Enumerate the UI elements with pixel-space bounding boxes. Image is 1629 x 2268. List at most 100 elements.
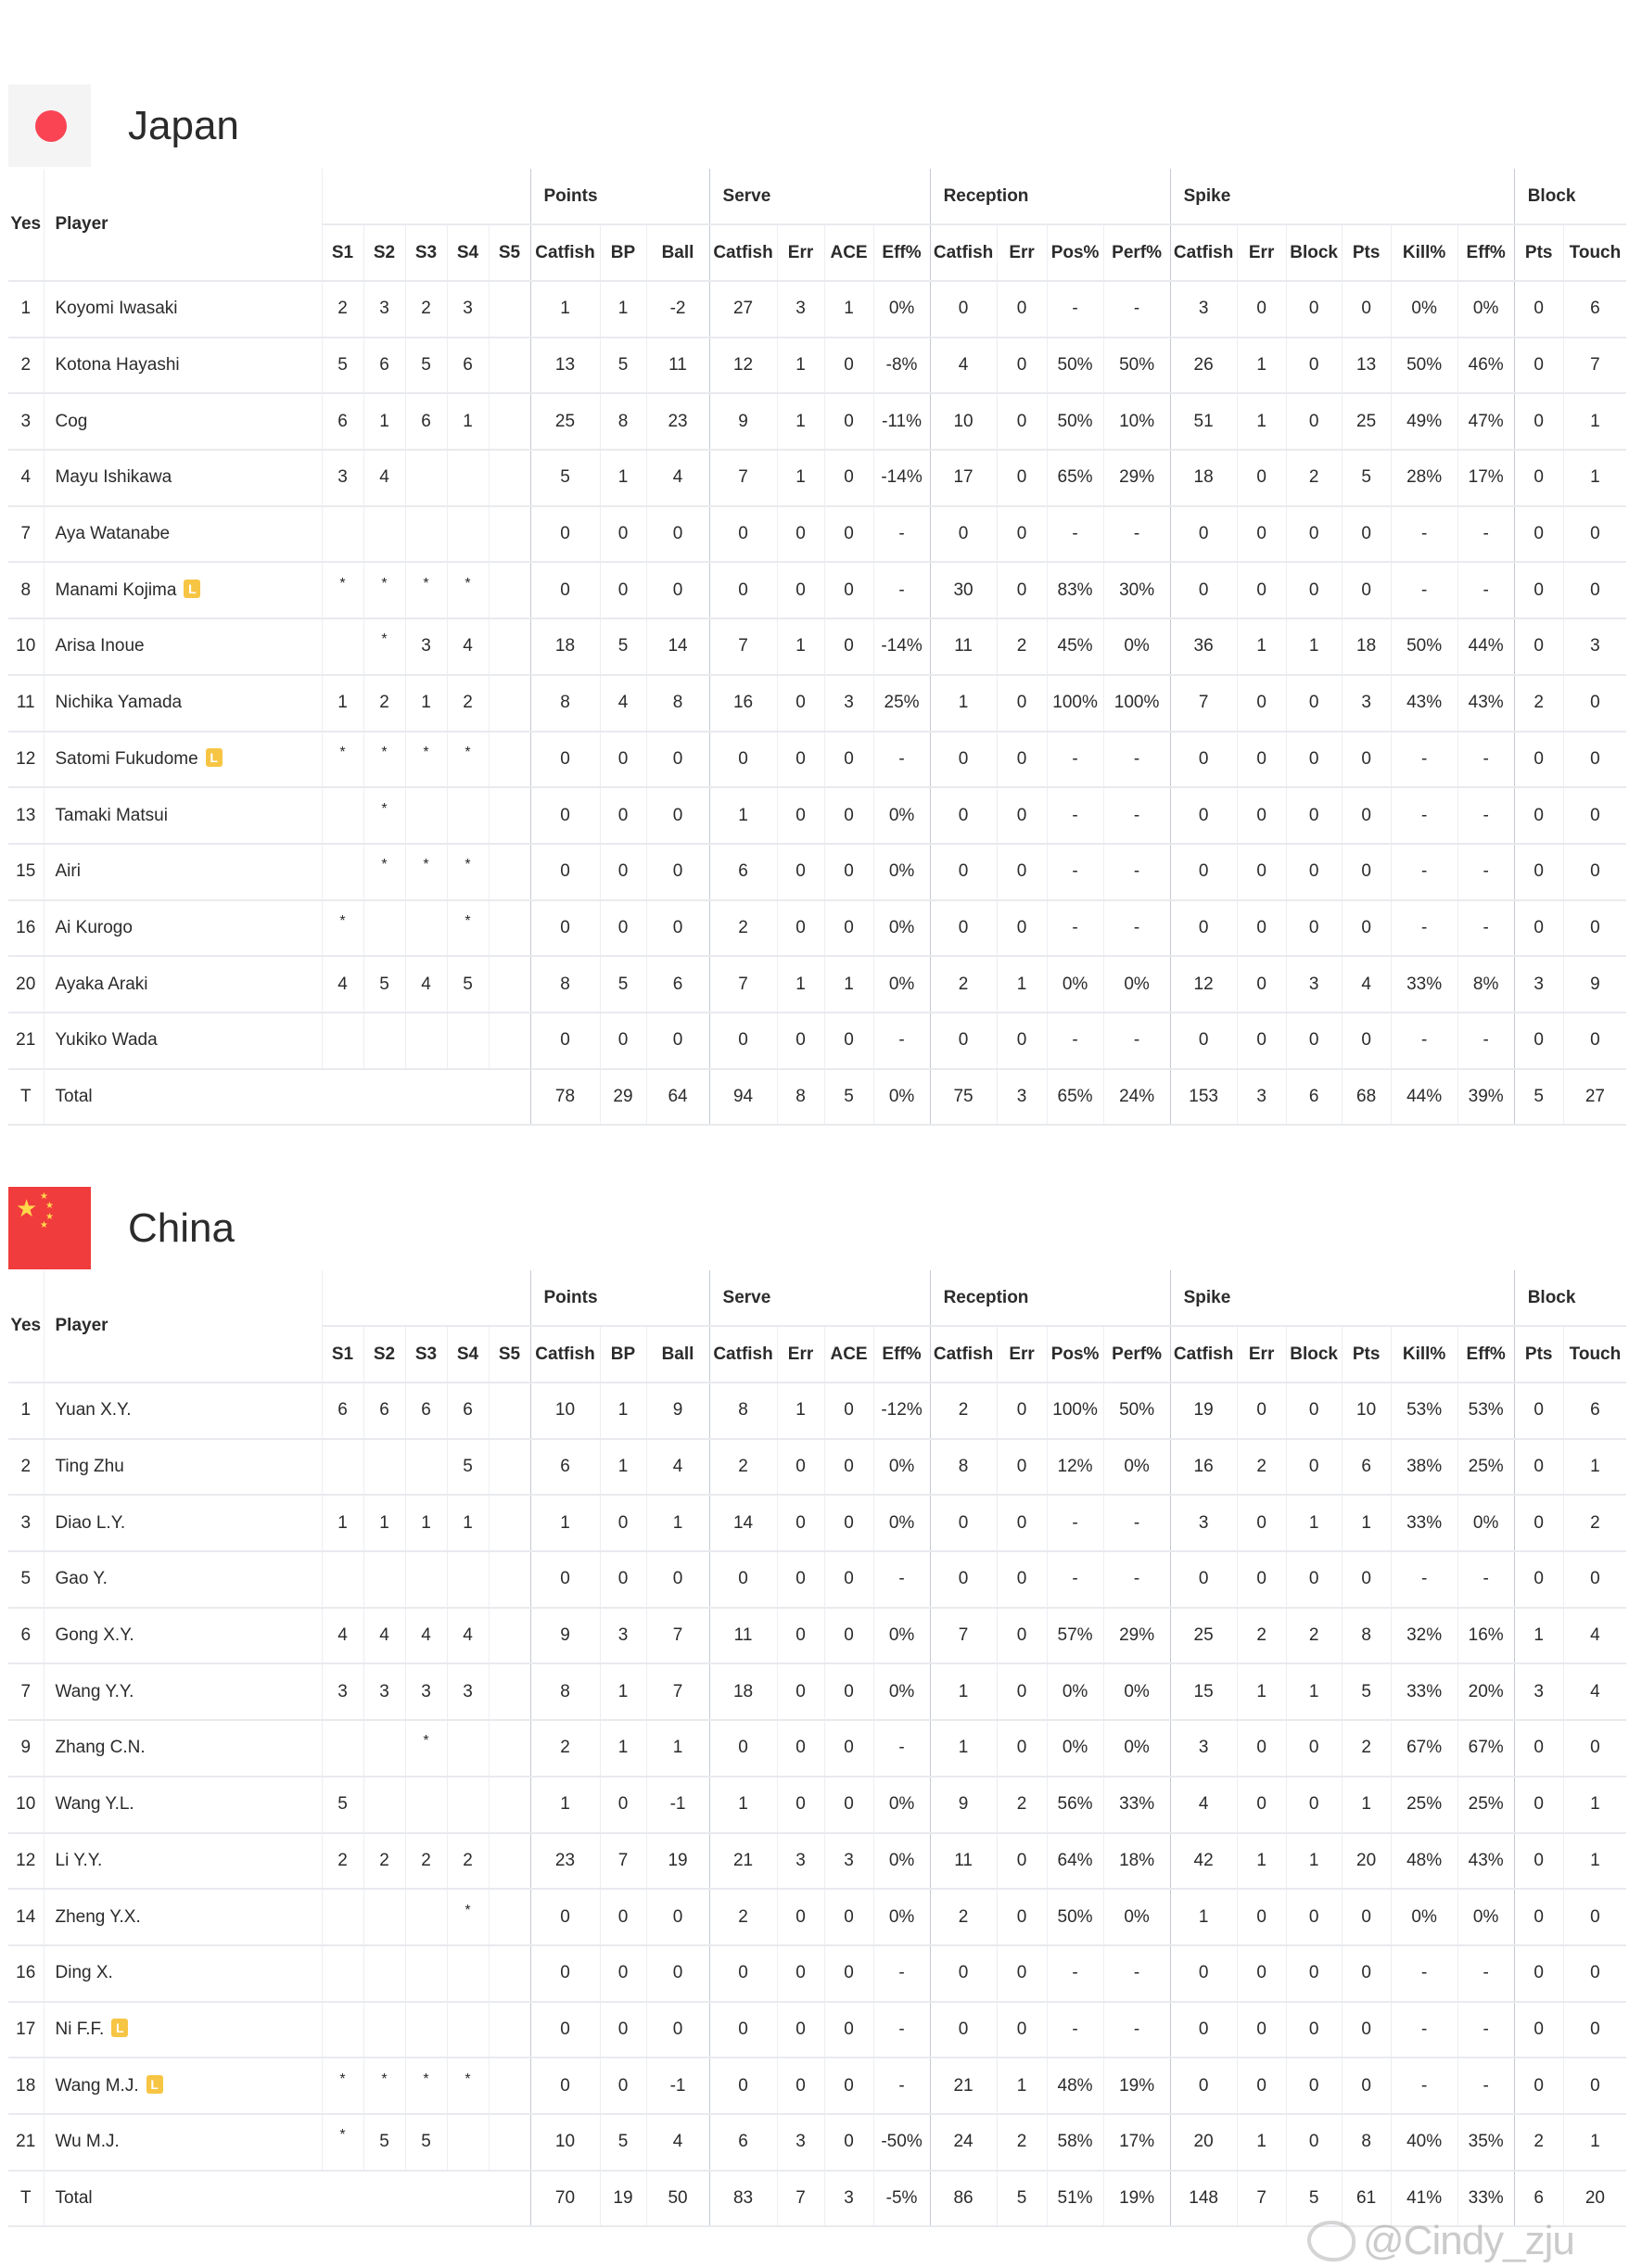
stat-pts: 0 (1341, 899, 1392, 958)
stat-ball: 0 (645, 2001, 710, 2059)
player-name-cell[interactable]: Satomi Fukudome L (43, 731, 322, 789)
player-name[interactable]: Kotona Hayashi (55, 355, 180, 376)
stat-catfish: 0 (929, 1944, 998, 2003)
player-name[interactable]: Manami Kojima (55, 580, 177, 601)
player-name[interactable]: Yuan X.Y. (55, 1400, 132, 1421)
player-name-cell[interactable]: Aya Watanabe (43, 505, 322, 564)
player-name-cell[interactable]: Yukiko Wada (43, 1012, 322, 1070)
set-position: 6 (321, 393, 363, 452)
player-name-cell[interactable]: Gao Y. (43, 1551, 322, 1609)
player-name-cell[interactable]: Wu M.J. (43, 2113, 322, 2172)
player-name-cell[interactable]: Koyomi Iwasaki (43, 281, 322, 338)
stat-catfish: 15 (1169, 1663, 1238, 1722)
player-name[interactable]: Ding X. (55, 1963, 113, 1983)
player-name-cell[interactable]: Ai Kurogo (43, 899, 322, 958)
player-name-cell[interactable]: Diao L.Y. (43, 1495, 322, 1553)
set-position (446, 1551, 489, 1609)
stat-pts: 0 (1513, 337, 1564, 395)
stat-eff: - (872, 1944, 931, 2003)
player-name-cell[interactable]: Ting Zhu (43, 1438, 322, 1497)
player-name-cell[interactable]: Manami Kojima L (43, 562, 322, 620)
stat-err: 0 (1236, 450, 1287, 507)
player-name-cell[interactable]: Arisa Inoue (43, 618, 322, 676)
stat-pos: 0% (1046, 956, 1104, 1013)
player-name-cell[interactable]: Wang Y.Y. (43, 1663, 322, 1722)
stat-bp: 3 (599, 1607, 646, 1665)
stat-eff: - (1457, 843, 1515, 901)
player-name[interactable]: Gao Y. (55, 1569, 108, 1589)
stat-err: 0 (1236, 1889, 1287, 1946)
set-position: 3 (321, 450, 363, 507)
col-header-s5: S5 (488, 1326, 530, 1383)
stat-catfish: 2 (929, 1382, 998, 1440)
stat-perf: - (1102, 1944, 1171, 2003)
player-name[interactable]: Airi (55, 861, 81, 882)
player-name[interactable]: Mayu Ishikawa (55, 467, 172, 488)
player-name-cell[interactable]: Li Y.Y. (43, 1832, 322, 1891)
player-name[interactable]: Wang Y.Y. (55, 1681, 134, 1701)
player-name[interactable]: Li Y.Y. (55, 1850, 103, 1870)
player-name[interactable]: Aya Watanabe (55, 524, 171, 544)
set-value: 2 (421, 1850, 431, 1870)
stat-kill: - (1390, 731, 1458, 789)
player-name-cell[interactable]: Nichika Yamada (43, 674, 322, 733)
player-name-cell[interactable]: Tamaki Matsui (43, 787, 322, 845)
player-name-cell[interactable]: Zheng Y.X. (43, 1889, 322, 1946)
stat-pts: 0 (1513, 1438, 1564, 1497)
stat-pos: - (1046, 1012, 1104, 1070)
player-name[interactable]: Ting Zhu (55, 1457, 124, 1477)
player-name[interactable]: Ai Kurogo (55, 917, 133, 937)
player-name-cell[interactable]: Ayaka Araki (43, 956, 322, 1013)
stat-pts: 5 (1341, 450, 1392, 507)
player-name[interactable]: Wu M.J. (55, 2132, 120, 2152)
stat-err: 0 (1236, 1012, 1287, 1070)
player-name-cell[interactable]: Gong X.Y. (43, 1607, 322, 1665)
player-name[interactable]: Zhang C.N. (55, 1738, 146, 1758)
stat-perf: 10% (1102, 393, 1171, 452)
player-name-cell[interactable]: Yuan X.Y. (43, 1382, 322, 1440)
player-name[interactable]: Koyomi Iwasaki (55, 299, 178, 319)
player-name-cell[interactable]: Zhang C.N. (43, 1720, 322, 1777)
player-name[interactable]: Wang Y.L. (55, 1794, 134, 1815)
player-name[interactable]: Wang M.J. (55, 2076, 139, 2096)
stat-ball: 7 (645, 1607, 710, 1665)
set-position: * (446, 2058, 489, 2115)
stat-catfish: 18 (529, 618, 600, 676)
player-name-cell[interactable]: Ding X. (43, 1944, 322, 2003)
stat-catfish: 8 (929, 1438, 998, 1497)
player-name[interactable]: Gong X.Y. (55, 1625, 134, 1646)
player-name[interactable]: Diao L.Y. (55, 1512, 126, 1533)
stat-catfish: 0 (708, 562, 778, 620)
stat-err: 1 (1236, 393, 1287, 452)
stat-err: 0 (776, 2001, 825, 2059)
player-name[interactable]: Satomi Fukudome (55, 749, 198, 770)
stat-pos: 50% (1046, 393, 1104, 452)
stat-ball: 0 (645, 562, 710, 620)
player-name[interactable]: Cog (55, 411, 88, 431)
player-name-cell[interactable]: Mayu Ishikawa (43, 450, 322, 507)
player-name-cell[interactable]: Cog (43, 393, 322, 452)
player-name[interactable]: Arisa Inoue (55, 636, 145, 656)
player-row: 7 Aya Watanabe 0 0 0 0 0 0-0 0- -0 0 0 0- -0 0 (8, 505, 1627, 564)
stat-pts: 0 (1513, 1012, 1564, 1070)
stat-touch: 0 (1562, 731, 1627, 789)
player-name-cell[interactable]: Wang M.J. L (43, 2058, 322, 2115)
player-name[interactable]: Ayaka Araki (55, 974, 148, 994)
player-name[interactable]: Tamaki Matsui (55, 805, 168, 825)
stat-err: 0 (996, 505, 1048, 564)
col-header-err: Err (1236, 224, 1287, 282)
player-name-cell[interactable]: Wang Y.L. (43, 1776, 322, 1834)
stat-err: 0 (1236, 281, 1287, 338)
player-name-cell[interactable]: Kotona Hayashi (43, 337, 322, 395)
stat-ace: 0 (823, 1438, 874, 1497)
player-name[interactable]: Ni F.F. (55, 2020, 105, 2040)
set-position: 4 (446, 1607, 489, 1665)
player-name-cell[interactable]: Airi (43, 843, 322, 901)
player-name[interactable]: Nichika Yamada (55, 693, 183, 713)
player-name-cell[interactable]: Ni F.F. L (43, 2001, 322, 2059)
player-name[interactable]: Zheng Y.X. (55, 1906, 141, 1927)
stat-ball: 0 (645, 787, 710, 845)
player-name[interactable]: Yukiko Wada (55, 1030, 158, 1051)
set-position (488, 337, 530, 395)
stat-ball: 0 (645, 1551, 710, 1609)
